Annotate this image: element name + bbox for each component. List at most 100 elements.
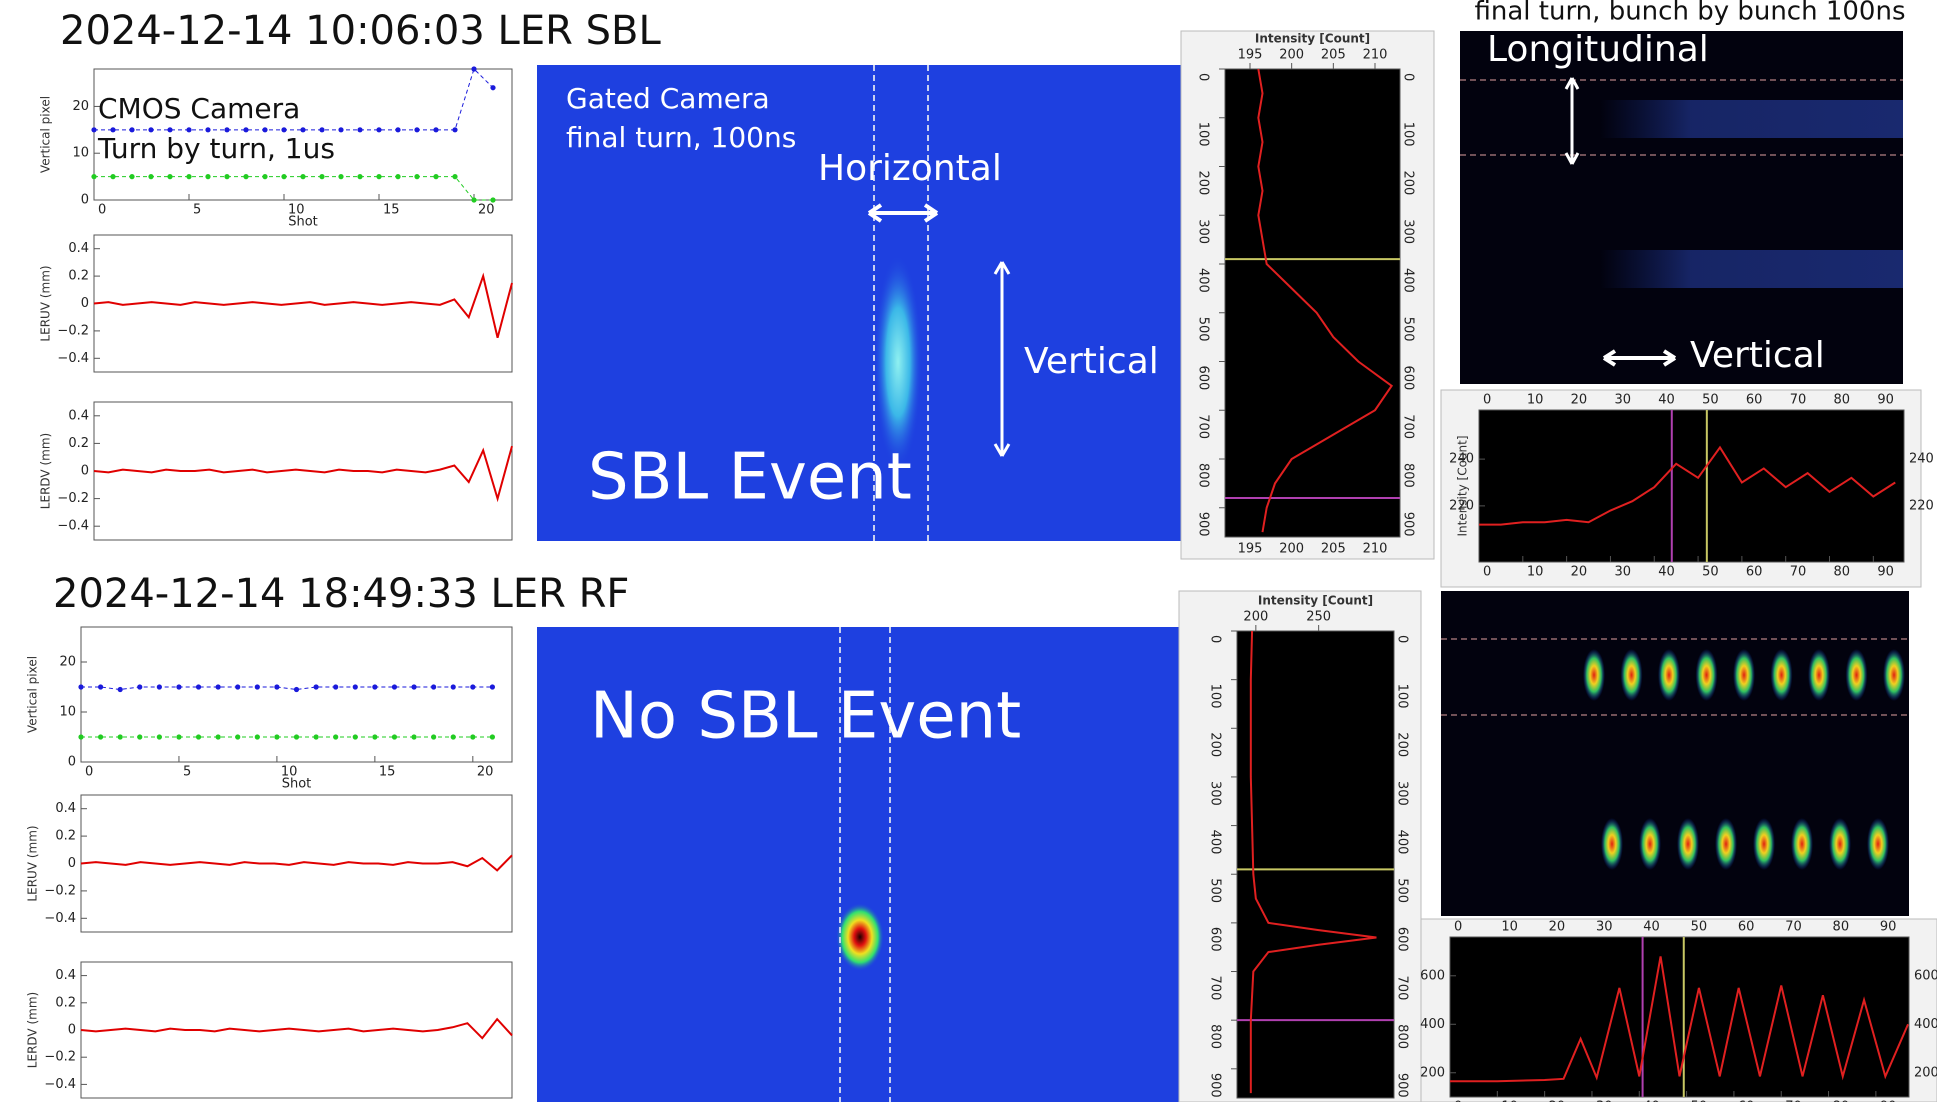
y-tick-label: 0.2 xyxy=(55,829,76,844)
y-tick-label: −0.4 xyxy=(44,1077,76,1092)
point xyxy=(431,734,436,739)
x-tick-label: 40 xyxy=(1658,565,1675,580)
x-tick-label: 10 xyxy=(1527,565,1544,580)
point xyxy=(224,174,229,179)
bunch-spot xyxy=(1791,818,1813,870)
bunch-spot xyxy=(1753,818,1775,870)
point xyxy=(78,734,83,739)
y-axis-label: Intensity [Count] xyxy=(1456,435,1470,536)
point xyxy=(300,174,305,179)
x-tick-label: 50 xyxy=(1702,393,1719,408)
y-tick-label: 205 xyxy=(1321,542,1346,557)
bunch-spot xyxy=(1867,818,1889,870)
y-tick-label: 200 xyxy=(1243,610,1268,625)
y-tick-label: 195 xyxy=(1238,542,1263,557)
point xyxy=(91,174,96,179)
bunch-spot xyxy=(1846,649,1868,701)
y-tick-label: 600 xyxy=(1420,968,1445,983)
x-tick-label: 40 xyxy=(1643,920,1660,935)
y-tick-label: 0.2 xyxy=(68,269,89,284)
point xyxy=(411,684,416,689)
x-tick-label: 60 xyxy=(1746,565,1763,580)
y-tick-label: −0.2 xyxy=(57,323,89,338)
point xyxy=(333,684,338,689)
point xyxy=(313,684,318,689)
x-tick-label: 800 xyxy=(1401,463,1416,488)
x-tick-label: 0 xyxy=(1483,565,1491,580)
x-tick-label: 0 xyxy=(1401,73,1416,81)
point xyxy=(333,734,338,739)
x-tick-label: 0 xyxy=(1454,920,1462,935)
label: CMOS Camera xyxy=(98,92,300,125)
point xyxy=(98,734,103,739)
x-tick-label: 20 xyxy=(1571,565,1588,580)
point xyxy=(148,174,153,179)
x-tick-label: 60 xyxy=(1746,393,1763,408)
point xyxy=(414,127,419,132)
point xyxy=(451,684,456,689)
point xyxy=(235,684,240,689)
x-axis-label: Shot xyxy=(288,215,318,230)
point xyxy=(376,174,381,179)
label: final turn, 100ns xyxy=(566,121,796,154)
point xyxy=(196,684,201,689)
x-tick-label: 15 xyxy=(379,765,396,780)
y-tick-label: −0.2 xyxy=(57,491,89,506)
x-tick-label: 600 xyxy=(1401,366,1416,391)
point xyxy=(376,127,381,132)
y-tick-label: 0 xyxy=(68,1023,76,1038)
beam-spot xyxy=(836,903,884,971)
y-tick-label: 600 xyxy=(1914,968,1937,983)
point xyxy=(414,174,419,179)
point xyxy=(338,127,343,132)
x-tick-label: 500 xyxy=(1395,878,1410,903)
point xyxy=(167,174,172,179)
bunch-spot xyxy=(1829,818,1851,870)
x-tick-label: 400 xyxy=(1395,830,1410,855)
point xyxy=(470,684,475,689)
point xyxy=(176,734,181,739)
y-tick-label: 0.4 xyxy=(55,968,76,983)
point xyxy=(470,734,475,739)
x-tick-label: 70 xyxy=(1790,393,1807,408)
y-tick-label: 400 xyxy=(1420,1017,1445,1032)
y-tick-label: 200 xyxy=(1279,542,1304,557)
point xyxy=(235,734,240,739)
x-tick-label: 0 xyxy=(85,765,93,780)
x-tick-label: 900 xyxy=(1401,512,1416,537)
x-tick-label: 80 xyxy=(1833,920,1850,935)
point xyxy=(216,734,221,739)
label: Vertical xyxy=(1690,335,1825,376)
bunch-spot xyxy=(1583,649,1605,701)
x-tick-label: 0 xyxy=(1208,635,1223,643)
point xyxy=(281,174,286,179)
point xyxy=(433,127,438,132)
x-tick-label: 800 xyxy=(1196,463,1211,488)
point xyxy=(78,684,83,689)
y-tick-label: −0.4 xyxy=(57,519,89,534)
label: Longitudinal xyxy=(1487,29,1709,70)
figure: 2024-12-14 10:06:03 LER SBL 2024-12-14 1… xyxy=(0,0,1937,1102)
title: 2024-12-14 10:06:03 LER SBL xyxy=(60,8,661,54)
bunch-spot xyxy=(1621,649,1643,701)
y-tick-label: 0.4 xyxy=(68,408,89,423)
label: Gated Camera xyxy=(566,82,770,115)
point xyxy=(274,684,279,689)
y-tick-label: 240 xyxy=(1909,452,1934,467)
point xyxy=(490,85,495,90)
bunch-spot xyxy=(1639,818,1661,870)
label: SBL Event xyxy=(588,441,912,515)
x-tick-label: 400 xyxy=(1208,830,1223,855)
x-tick-label: 100 xyxy=(1208,684,1223,709)
beam-spot xyxy=(874,254,922,470)
x-tick-label: 40 xyxy=(1658,393,1675,408)
y-tick-label: 0 xyxy=(68,755,76,770)
point xyxy=(353,684,358,689)
point xyxy=(118,734,123,739)
x-tick-label: 0 xyxy=(1483,393,1491,408)
y-axis-label: LERDV (mm) xyxy=(39,433,53,509)
y-tick-label: 205 xyxy=(1321,48,1346,63)
x-tick-label: 15 xyxy=(383,203,400,218)
y-tick-label: −0.2 xyxy=(44,883,76,898)
point xyxy=(433,174,438,179)
